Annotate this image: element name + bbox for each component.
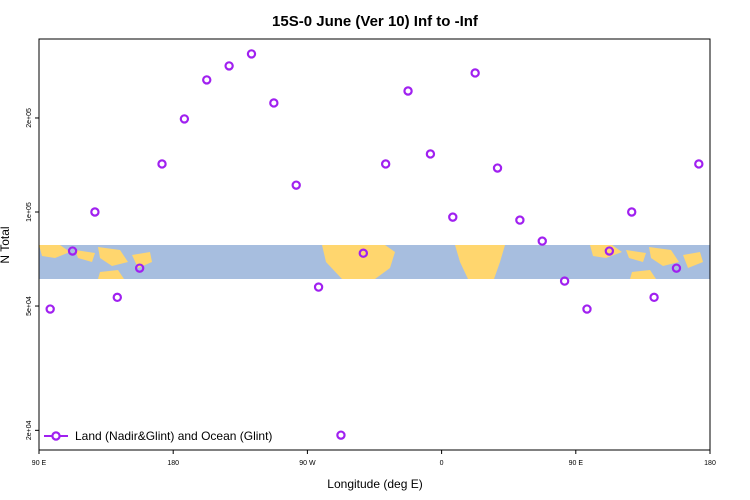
point — [246, 49, 257, 59]
point — [269, 98, 279, 108]
y-tick-label: 2e+04 — [26, 420, 33, 440]
point — [470, 68, 480, 78]
legend-marker — [51, 431, 61, 441]
point — [45, 304, 55, 314]
point — [134, 263, 145, 273]
x-axis-label: Longitude (deg E) — [327, 477, 422, 491]
x-tick-label: 90 W — [299, 460, 316, 467]
y-tick-label: 2e+05 — [26, 108, 33, 128]
point — [90, 207, 100, 217]
point — [627, 207, 637, 217]
x-tick-label: 90 E — [569, 460, 584, 467]
point — [403, 86, 413, 96]
point — [649, 292, 659, 303]
point — [604, 246, 615, 256]
point — [67, 246, 78, 256]
point — [671, 263, 682, 273]
x-tick-label: 180 — [167, 460, 179, 467]
x-tick-label: 180 — [704, 460, 716, 467]
point — [537, 236, 547, 246]
chart-title: 15S-0 June (Ver 10) Inf to -Inf — [272, 13, 479, 30]
y-tick-label: 1e+05 — [26, 202, 33, 222]
y-axis-label: N Total — [0, 226, 12, 263]
point — [313, 282, 324, 292]
y-tick-label: 5e+04 — [26, 296, 33, 316]
point — [358, 248, 369, 258]
point — [559, 276, 570, 286]
point — [694, 159, 704, 169]
point — [492, 163, 503, 173]
point — [582, 304, 592, 314]
point — [515, 215, 525, 225]
point — [179, 114, 190, 124]
point — [336, 430, 346, 440]
point — [157, 159, 167, 169]
x-tick-label: 90 E — [32, 460, 47, 467]
point — [448, 212, 458, 222]
point — [425, 149, 436, 159]
x-tick-label: 0 — [440, 460, 444, 467]
point — [112, 292, 122, 303]
point — [202, 75, 212, 85]
plot-frame — [38, 38, 711, 451]
point — [380, 159, 391, 169]
point — [224, 61, 234, 71]
map-strip — [39, 245, 710, 279]
legend-label: Land (Nadir&Glint) and Ocean (Glint) — [75, 429, 272, 443]
point — [291, 180, 301, 190]
